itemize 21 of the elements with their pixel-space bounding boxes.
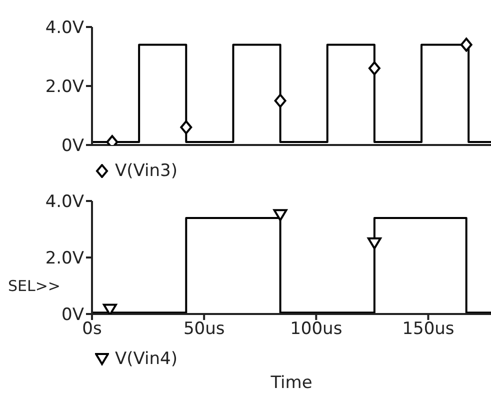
point	[273, 209, 288, 222]
point	[367, 237, 382, 250]
y-tick-label: 0V	[62, 136, 84, 156]
x-tick-label: 0s	[82, 319, 102, 340]
x-tick-label: 100us	[290, 319, 342, 340]
point	[460, 38, 472, 52]
y-tick-label: 2.0V	[45, 248, 84, 269]
point	[274, 94, 286, 108]
legend-label: V(Vin3)	[115, 161, 178, 181]
y-tick-label: 4.0V	[45, 18, 84, 38]
y-tick-label: 4.0V	[45, 192, 84, 212]
x-tick-label: 50us	[183, 319, 225, 340]
point	[180, 120, 192, 134]
y-tick-label: 0V	[62, 305, 84, 326]
legend-label: V(Vin4)	[115, 349, 178, 369]
text: SEL>>	[8, 277, 60, 295]
point	[102, 304, 117, 314]
point	[368, 61, 380, 76]
y-tick-label: 2.0V	[45, 77, 84, 98]
x-tick-label: 150us	[402, 319, 454, 340]
x-axis-title: Time	[270, 373, 314, 395]
